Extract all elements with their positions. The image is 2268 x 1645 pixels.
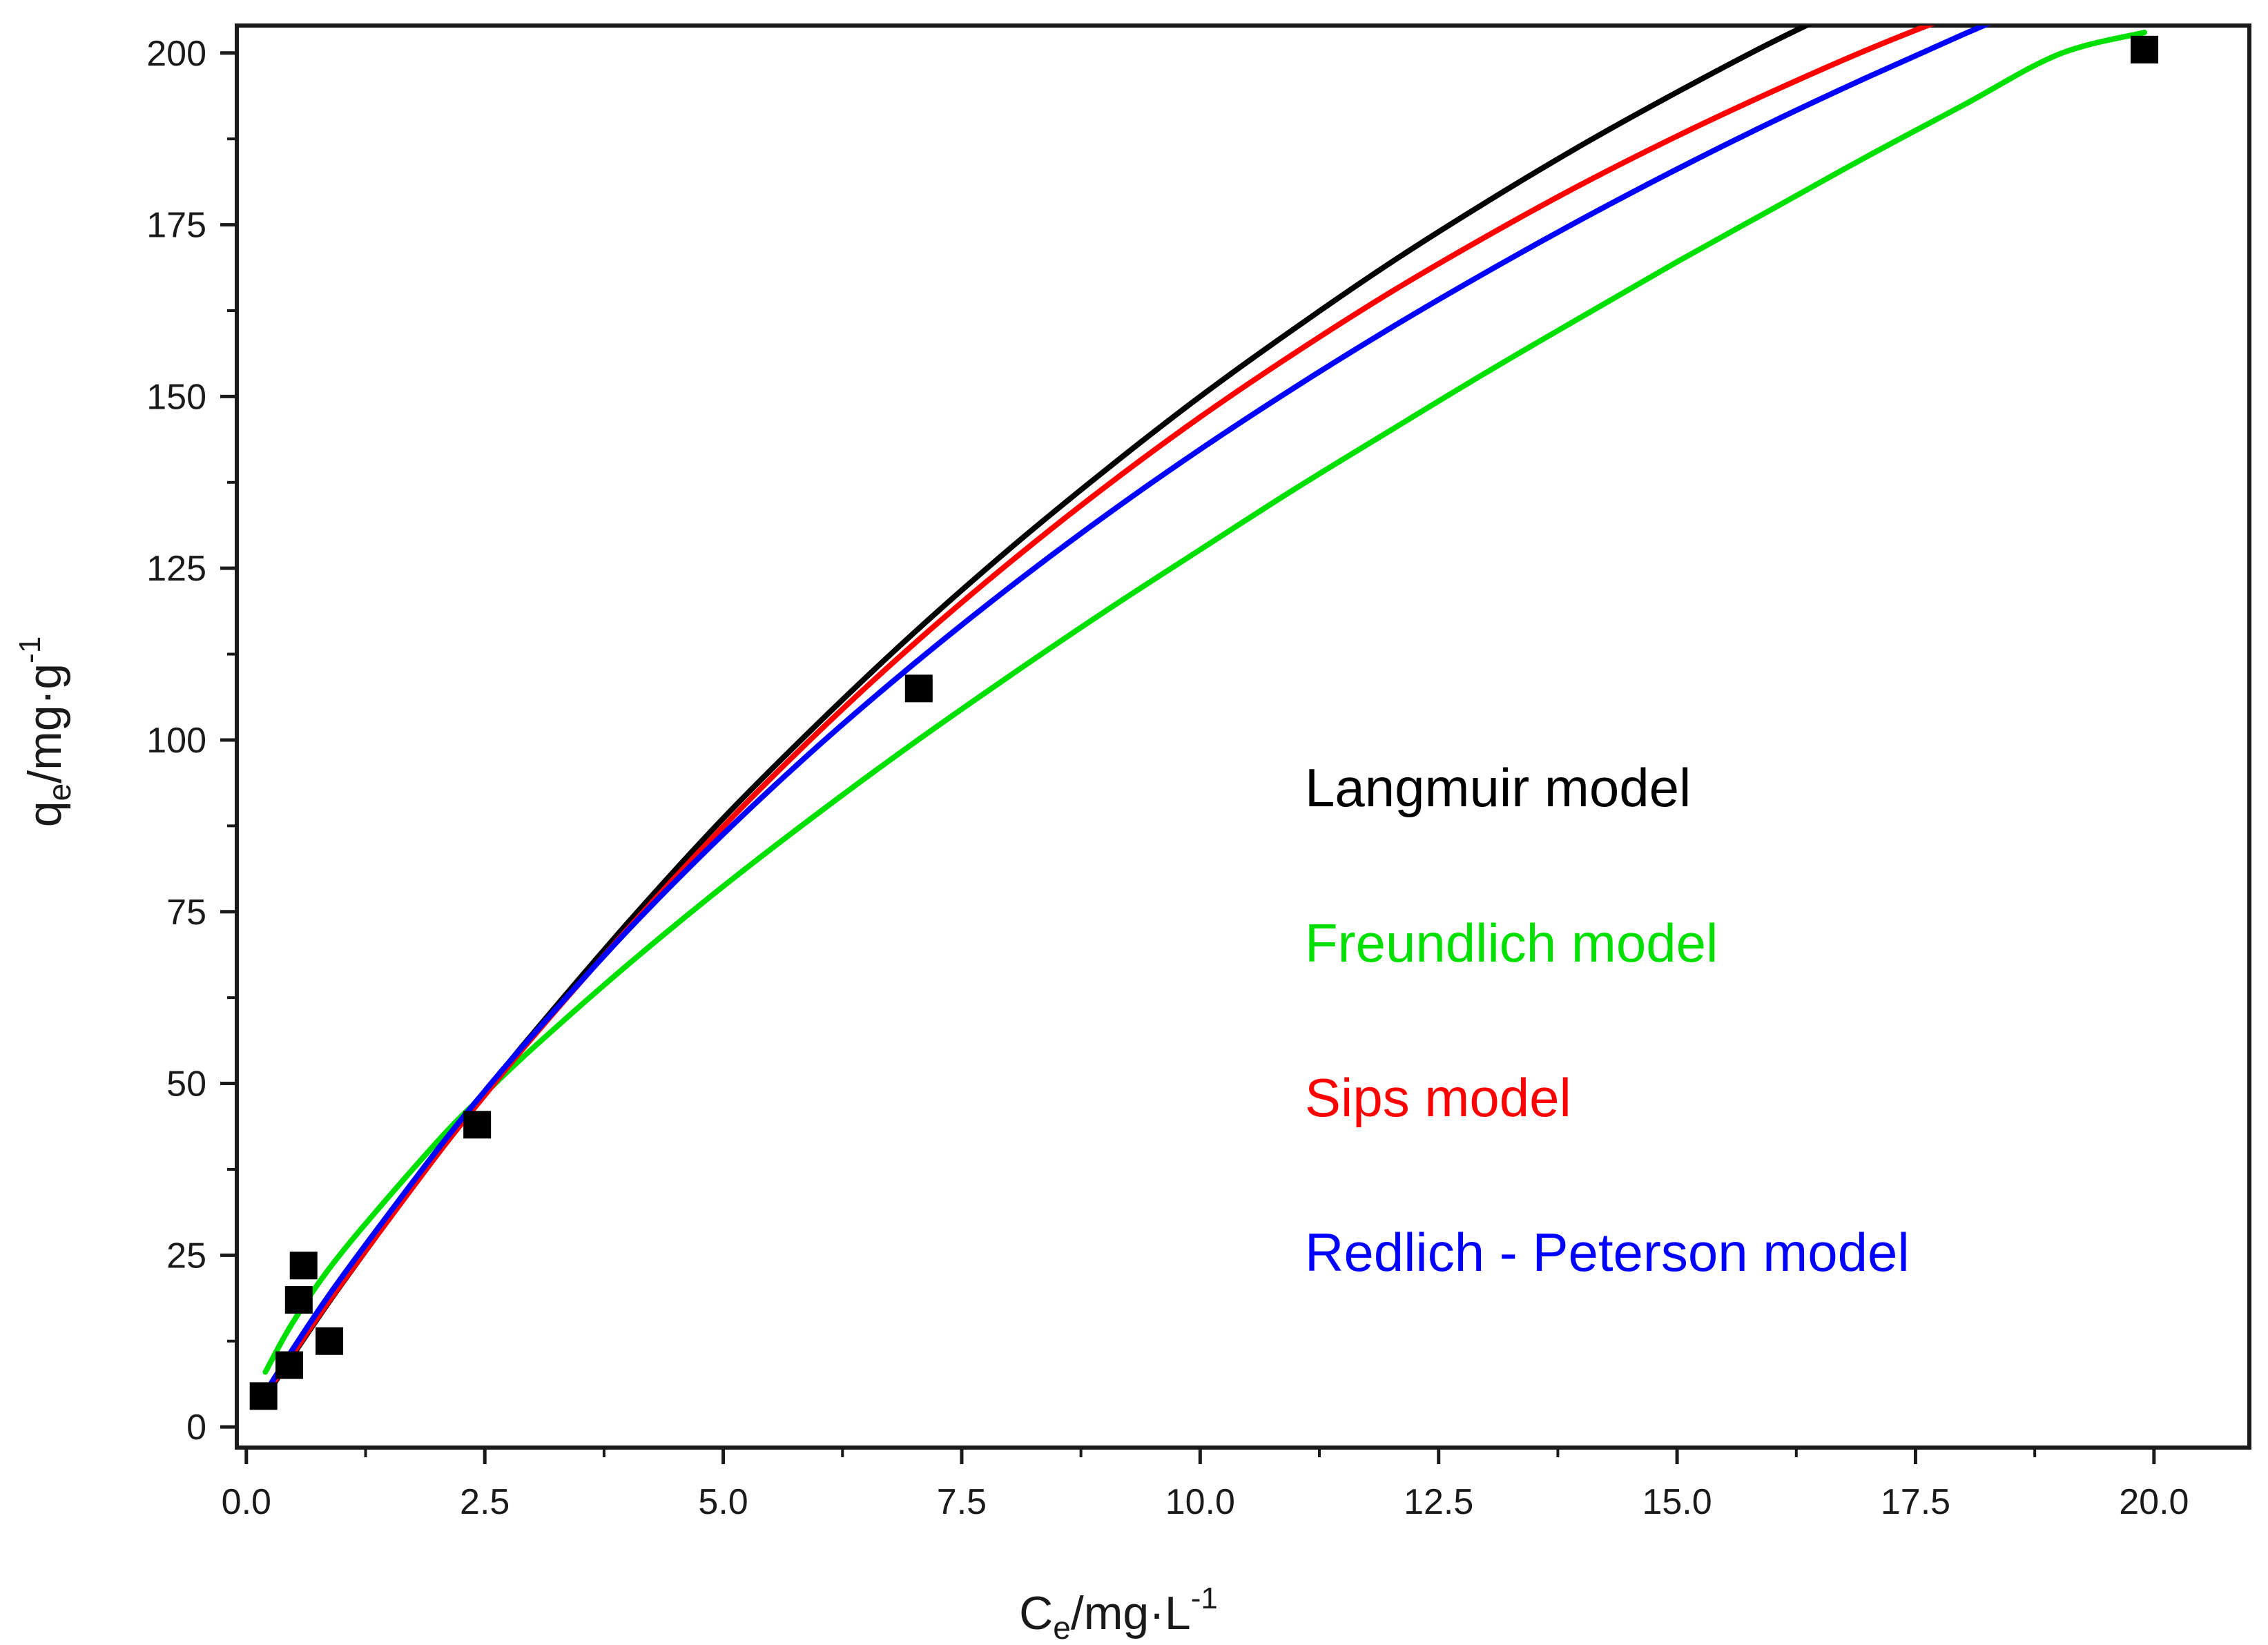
data-point	[904, 674, 933, 703]
data-point	[289, 1252, 318, 1280]
y-axis-title-sup: -1	[13, 636, 47, 663]
legend-redlich-peterson: Redlich - Peterson model	[1305, 1222, 1910, 1283]
y-tick-label: 175	[146, 206, 206, 246]
x-axis-title-main: C	[1019, 1587, 1053, 1639]
x-axis-title: Ce/mg·L-1	[1019, 1581, 1218, 1645]
x-axis-title-sup: -1	[1191, 1581, 1218, 1615]
x-tick-label: 12.5	[1404, 1482, 1473, 1522]
y-tick-label: 100	[146, 721, 206, 761]
data-point	[2131, 35, 2159, 64]
data-markers	[249, 35, 2159, 1410]
y-axis-title-unit: /mg·g	[19, 663, 71, 783]
data-point	[275, 1351, 303, 1379]
x-tick-label: 2.5	[460, 1482, 510, 1522]
plot-frame	[235, 23, 2251, 1450]
legend-freundlich: Freundlich model	[1305, 913, 1718, 973]
y-axis: 0 25 50 75 100 125 150 175 200	[146, 34, 237, 1448]
x-tick-label: 10.0	[1165, 1482, 1235, 1522]
y-axis-title-main: q	[19, 801, 71, 827]
y-tick-label: 50	[166, 1064, 206, 1104]
y-tick-label: 150	[146, 377, 206, 417]
y-tick-label: 0	[186, 1408, 206, 1448]
y-axis-title-sub: e	[41, 783, 77, 801]
data-point	[316, 1327, 344, 1355]
x-axis-title-sub: e	[1053, 1610, 1071, 1645]
y-tick-label: 75	[166, 893, 206, 933]
x-tick-label: 17.5	[1881, 1482, 1950, 1522]
model-curves	[262, 26, 2147, 1400]
x-tick-label: 7.5	[937, 1482, 987, 1522]
y-tick-label: 25	[166, 1236, 206, 1276]
y-axis-title: qe/mg·g-1	[13, 636, 77, 827]
x-tick-label: 5.0	[698, 1482, 748, 1522]
y-tick-label: 200	[146, 34, 206, 74]
data-point	[284, 1286, 313, 1314]
x-axis: 0.0 2.5 5.0 7.5 10.0 12.5 15.0 17.5 20.0	[222, 1448, 2189, 1522]
data-point	[249, 1382, 278, 1410]
x-tick-label: 0.0	[222, 1482, 271, 1522]
x-tick-label: 20.0	[2119, 1482, 2189, 1522]
legend-sips: Sips model	[1305, 1067, 1571, 1128]
y-tick-label: 125	[146, 549, 206, 589]
legend: Langmuir model Freundlich model Sips mod…	[1305, 757, 1910, 1283]
x-axis-title-unit: /mg·L	[1071, 1587, 1191, 1639]
x-tick-label: 15.0	[1642, 1482, 1712, 1522]
legend-langmuir: Langmuir model	[1305, 757, 1691, 818]
data-point	[463, 1111, 492, 1139]
curve-redlich-peterson-model	[262, 26, 1991, 1396]
